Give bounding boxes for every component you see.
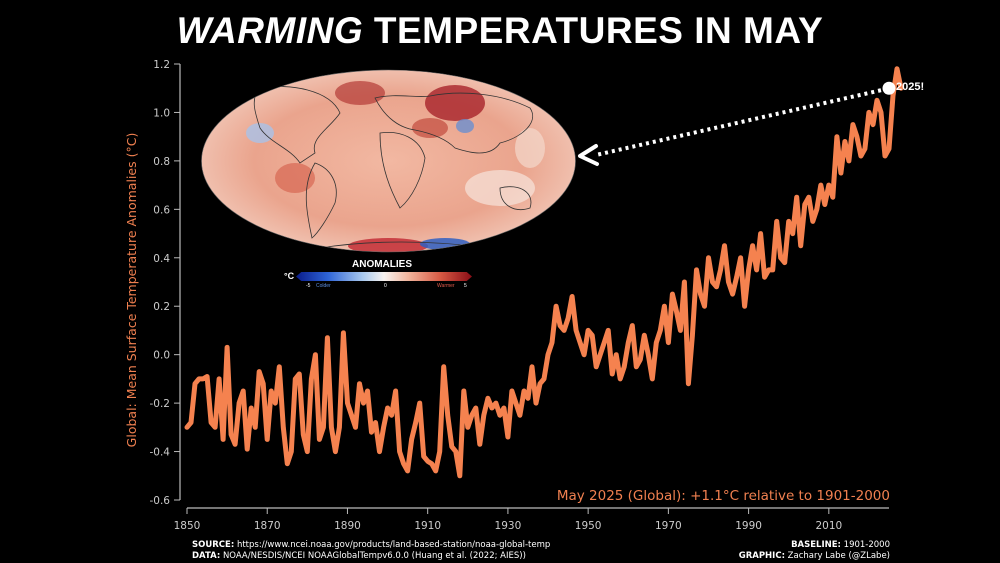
data-text: NOAA/NESDIS/NCEI NOAAGlobalTempv6.0.0 (H…	[222, 551, 526, 561]
x-tick-label: 1910	[414, 520, 441, 532]
footer-credits: BASELINE: 1901-2000 GRAPHIC: Zachary Lab…	[739, 540, 890, 562]
x-tick-label: 1950	[575, 520, 602, 532]
x-tick-label: 1990	[735, 520, 762, 532]
colorbar-unit: °C	[284, 271, 295, 281]
y-tick-label: 0.6	[153, 204, 170, 216]
y-tick-label: 0.8	[153, 156, 170, 168]
graphic-label: GRAPHIC:	[738, 551, 785, 561]
colorbar-tick-warmer: Warmer	[437, 283, 455, 289]
y-tick-label: -0.4	[150, 447, 171, 459]
colorbar-tick-zero: 0	[384, 283, 387, 289]
graphic-text: Zachary Labe (@ZLabe)	[787, 551, 890, 561]
chart-title: WARMING TEMPERATURES IN MAY	[0, 10, 1000, 52]
footer-sources: SOURCE: https://www.ncei.noaa.gov/produc…	[192, 540, 550, 562]
x-tick-label: 1970	[655, 520, 682, 532]
y-tick-label: -0.2	[150, 398, 171, 410]
source-text: https://www.ncei.noaa.gov/products/land-…	[236, 540, 551, 550]
title-rest: TEMPERATURES IN MAY	[363, 10, 824, 51]
annotation-arrow	[578, 81, 896, 166]
source-label: SOURCE:	[192, 540, 235, 550]
y-tick-label: 0.2	[153, 301, 170, 313]
data-label: DATA:	[192, 551, 221, 561]
x-tick-label: 1930	[495, 520, 522, 532]
y-axis-label: Global: Mean Surface Temperature Anomali…	[124, 133, 139, 448]
x-tick-label: 1870	[254, 520, 281, 532]
x-tick-label: 1850	[174, 520, 201, 532]
baseline-label: BASELINE:	[791, 540, 841, 550]
title-emphasis: WARMING	[176, 10, 364, 51]
y-tick-label: 1.0	[153, 107, 170, 119]
summary-text: May 2025 (Global): +1.1°C relative to 19…	[556, 488, 890, 504]
x-tick-label: 2010	[815, 520, 842, 532]
colorbar-tick-colder: Colder	[316, 283, 331, 289]
world-map-anomalies	[200, 68, 577, 254]
colorbar	[296, 272, 472, 281]
highlight-point	[882, 81, 896, 95]
colorbar-tick-max: 5	[464, 283, 467, 289]
series-line	[184, 66, 904, 479]
x-tick-label: 1890	[334, 520, 361, 532]
anomaly-series-line	[184, 66, 904, 479]
y-tick-label: 0.4	[153, 253, 170, 265]
highlight-label: 2025!	[896, 81, 925, 93]
arrow-head	[578, 144, 599, 166]
baseline-text: 1901-2000	[843, 540, 890, 550]
map-legend-title: ANOMALIES	[352, 259, 412, 270]
colorbar-tick-min: -5	[306, 283, 311, 289]
y-tick-label: -0.6	[150, 495, 171, 507]
map-globe	[201, 70, 576, 252]
axes: -0.6 -0.4 -0.2 0.0 0.2 0.4 0.6 0.8 1.0 1.2 1850 187…	[150, 59, 889, 532]
y-tick-label: 1.2	[153, 59, 170, 71]
y-tick-label: 0.0	[153, 350, 170, 362]
